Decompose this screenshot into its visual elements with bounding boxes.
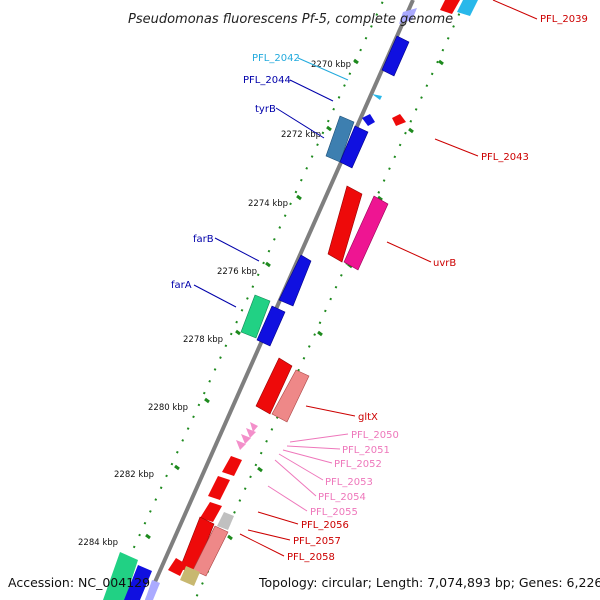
- connector-uvrB: [386, 241, 432, 263]
- connector-pfl-2054: [274, 459, 317, 497]
- major-tick: [257, 466, 263, 473]
- major-tick: [353, 58, 359, 65]
- gene-label-pfl-2039: PFL_2039: [540, 14, 588, 25]
- reverse-genes: [168, 0, 478, 586]
- gene-label-pfl-2044: PFL_2044: [243, 75, 291, 86]
- gene-label-pfl-2057: PFL_2057: [293, 536, 341, 547]
- major-tick: [296, 194, 302, 201]
- gene-label-uvrB: uvrB: [433, 258, 456, 269]
- gene-pfl-2043: [392, 114, 406, 126]
- connector-pfl-2044: [289, 79, 334, 102]
- gene-label-pfl-2055: PFL_2055: [310, 507, 358, 518]
- map-title: Pseudomonas fluorescens Pf-5, complete g…: [128, 12, 453, 27]
- gene-farB: [278, 254, 312, 307]
- label-connectors: [193, 0, 538, 557]
- gene-pfl-2057: [217, 512, 234, 530]
- gene-label-pfl-2042: PFL_2042: [252, 53, 300, 64]
- connector-pfl-2039: [492, 0, 538, 20]
- gene-label-farA: farA: [171, 280, 192, 291]
- connector-pfl-2058: [239, 533, 285, 557]
- kbp-label: 2270 kbp: [311, 60, 351, 70]
- gene-left-bottom-blue: [124, 565, 152, 600]
- gene-label-pfl-2054: PFL_2054: [318, 492, 366, 503]
- kbp-label: 2282 kbp: [114, 470, 154, 480]
- major-tick: [408, 127, 414, 134]
- gene-gltX: [271, 369, 310, 423]
- kbp-label: 2274 kbp: [248, 199, 288, 209]
- gene-label-pfl-2052: PFL_2052: [334, 459, 382, 470]
- gene-label-pfl-2058: PFL_2058: [287, 552, 335, 563]
- kbp-label: 2272 kbp: [281, 130, 321, 140]
- connector-farB: [214, 237, 260, 262]
- connector-pfl-2056: [257, 511, 299, 525]
- gene-label-pfl-2053: PFL_2053: [325, 477, 373, 488]
- connector-tyrB: [275, 107, 325, 139]
- gene-bottom-olive: [180, 566, 200, 586]
- gene-farA-green: [240, 294, 271, 339]
- connector-pfl-2051: [286, 445, 341, 450]
- gene-pfl-2039-lav: [399, 8, 417, 24]
- gene-label-gltX: gltX: [358, 412, 378, 423]
- gene-pfl-2042: [372, 94, 382, 100]
- connector-pfl-2052: [282, 449, 333, 464]
- gene-pfl-2050: [250, 422, 258, 432]
- major-tick: [145, 533, 151, 540]
- kbp-label: 2280 kbp: [148, 403, 188, 413]
- forward-genes: [103, 8, 417, 600]
- accession-text: Accession: NC_004129: [8, 575, 150, 590]
- gene-left-bottom-lav: [145, 580, 160, 600]
- connector-gltX: [305, 405, 356, 417]
- connector-pfl-2057: [247, 529, 291, 541]
- gene-pfl-2053: [236, 440, 246, 450]
- gene-uvrB: [343, 195, 389, 271]
- connector-farA: [193, 284, 237, 308]
- gene-pfl-2052: [241, 434, 251, 444]
- major-tick: [265, 261, 271, 268]
- gene-farA-blue: [256, 305, 286, 347]
- connector-pfl-2042: [297, 57, 349, 81]
- gene-pfl-2058: [192, 525, 229, 577]
- kbp-label: 2278 kbp: [183, 335, 223, 345]
- gene-red-large: [327, 185, 363, 263]
- gene-label-tyrB: tyrB: [255, 104, 276, 115]
- connector-pfl-2053: [278, 453, 324, 481]
- gene-label-pfl-2056: PFL_2056: [301, 520, 349, 531]
- kbp-label: 2284 kbp: [78, 538, 118, 548]
- major-tick: [438, 59, 444, 66]
- gene-blue-small: [362, 114, 375, 126]
- gene-label-farB: farB: [193, 234, 214, 245]
- gene-left-bottom-green: [103, 552, 138, 600]
- connector-pfl-2055: [267, 485, 308, 512]
- major-tick: [377, 195, 383, 202]
- gene-pfl-2044: [381, 35, 410, 77]
- gene-label-pfl-2043: PFL_2043: [481, 152, 529, 163]
- gene-bottom-red: [168, 558, 186, 576]
- major-tick: [235, 329, 241, 336]
- gene-pfl-2054: [222, 456, 242, 476]
- major-tick: [317, 330, 323, 337]
- gene-pfl-2055: [208, 476, 230, 500]
- connector-pfl-2050: [289, 433, 349, 443]
- gene-label-pfl-2051: PFL_2051: [342, 445, 390, 456]
- gene-pfl-2039-cyan: [457, 0, 478, 16]
- connector-pfl-2043: [434, 138, 479, 157]
- major-tick: [204, 397, 210, 404]
- gene-pfl-2039-red: [440, 0, 460, 14]
- major-tick: [227, 534, 233, 541]
- gene-red-gltX-a: [255, 357, 293, 415]
- topology-text: Topology: circular; Length: 7,074,893 bp…: [258, 575, 600, 590]
- major-tick: [326, 125, 332, 132]
- gene-tyrB-blue: [339, 125, 369, 169]
- major-tick: [174, 464, 180, 471]
- gene-pfl-2051: [246, 428, 256, 438]
- gene-pfl-2056: [200, 502, 222, 522]
- gene-label-pfl-2050: PFL_2050: [351, 430, 399, 441]
- kbp-label: 2276 kbp: [217, 267, 257, 277]
